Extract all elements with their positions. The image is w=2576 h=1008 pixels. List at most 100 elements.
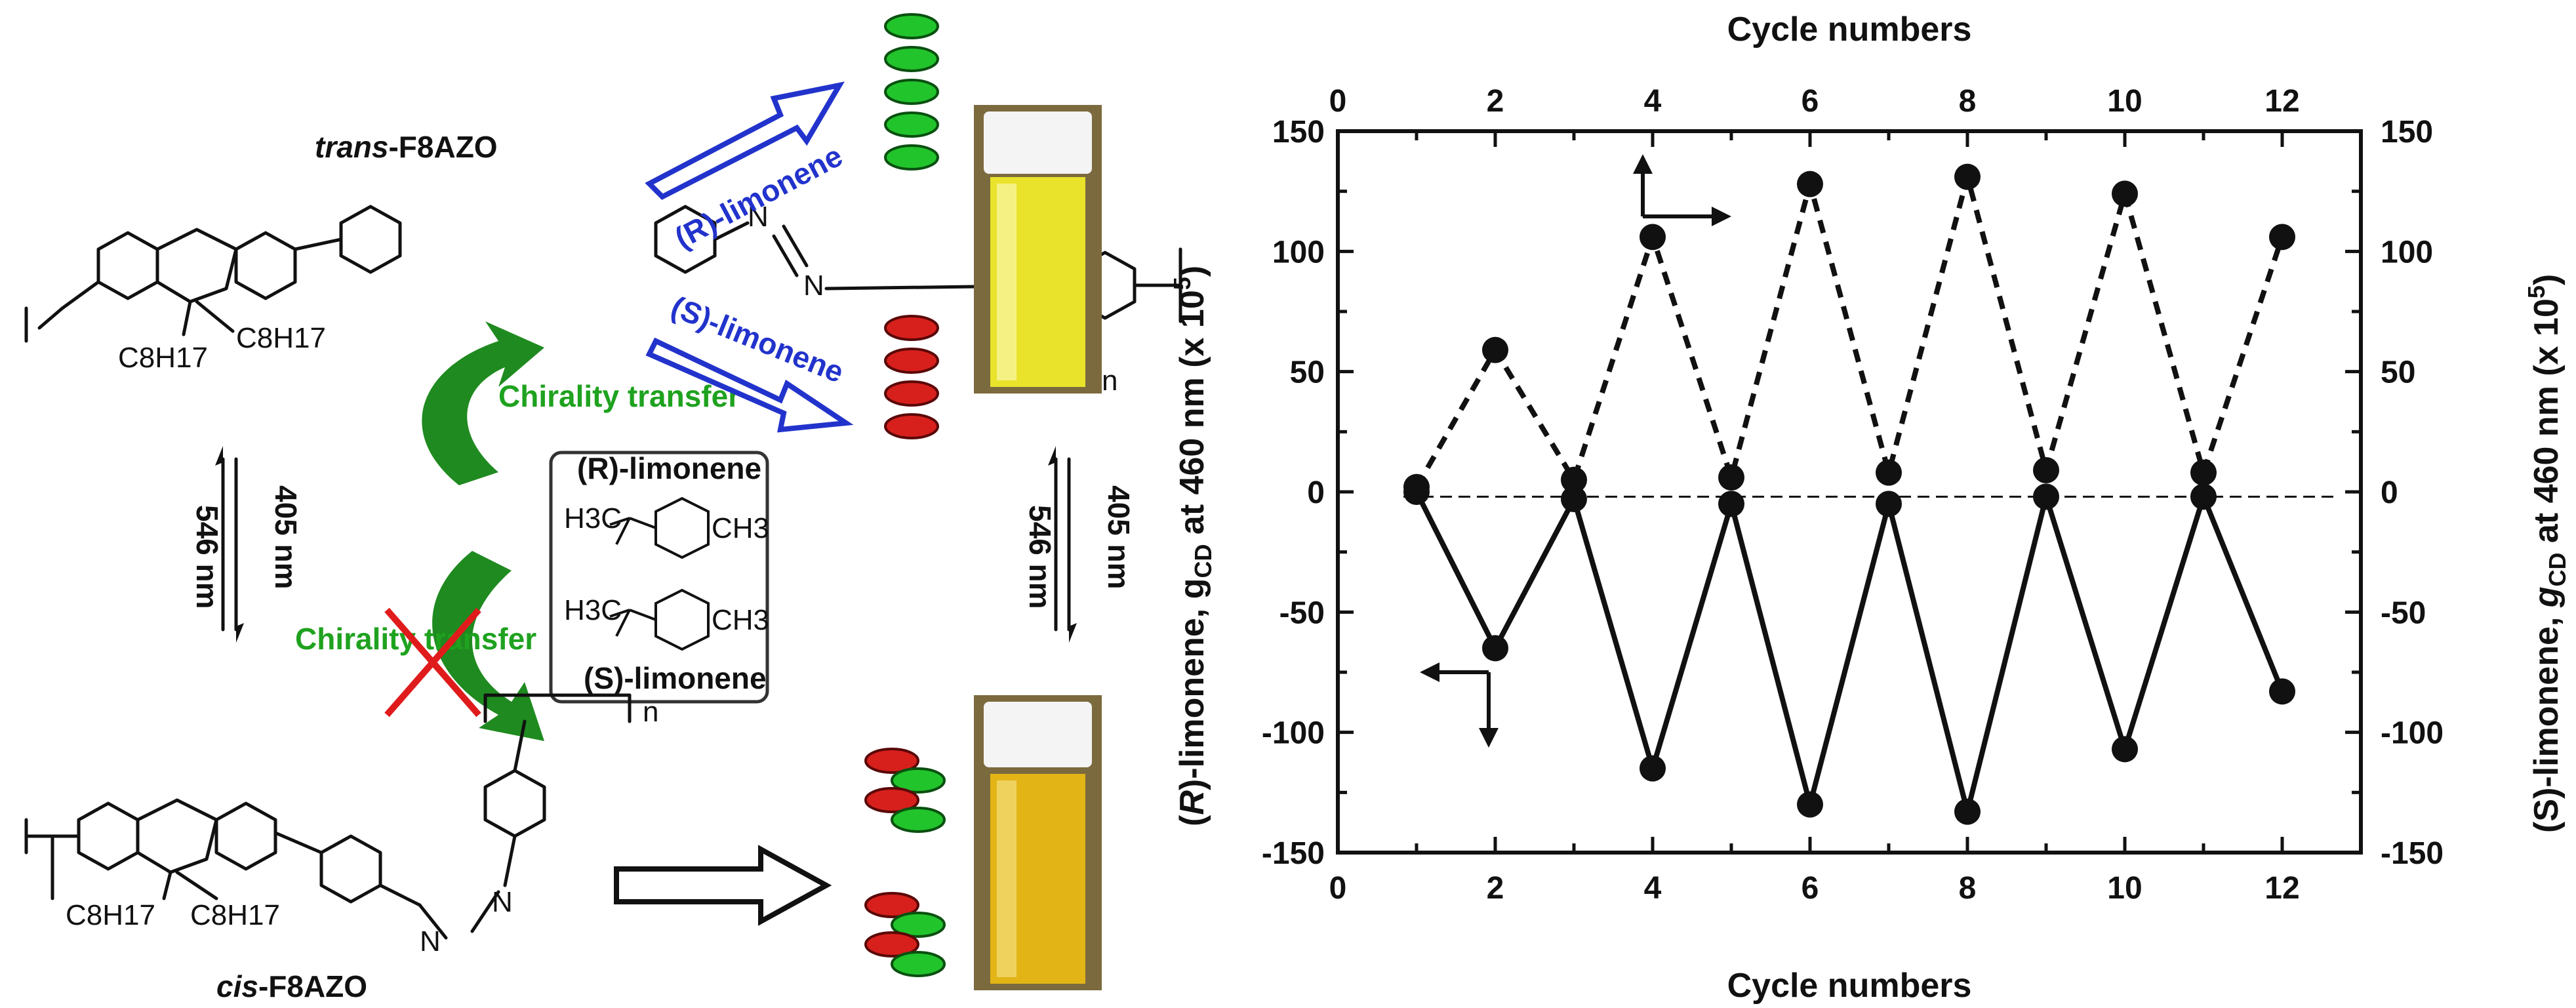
axis-ticks: 0 0 2 2 4 4 6 6 8 8 10 10 12 12 -150 -150 -100 -100 -50 -50…	[1262, 84, 2444, 906]
data-series	[1403, 163, 2335, 825]
vial-cis-icon	[974, 695, 1102, 990]
mixed-helix-icon-upper	[864, 748, 946, 833]
x-axis-title-top: Cycle numbers	[1727, 10, 1972, 49]
photo-equilibrium-right	[1048, 446, 1077, 643]
r-limonene-series-line	[1414, 491, 2285, 815]
left-axis-indicator-arrow	[1420, 662, 1499, 748]
r-limonene-point	[1482, 635, 1508, 662]
green-helix-icon	[884, 13, 939, 171]
y-tick-label-right: -150	[2381, 836, 2444, 871]
y-axis-title-left: (R)-limonene, gCD at 460 nm (x 105)	[1169, 266, 1217, 826]
blue-arrow-s-limonene	[645, 337, 854, 433]
s-limonene-point	[1482, 336, 1508, 363]
r-limonene-point	[2269, 678, 2295, 705]
y-tick-label-left: 100	[1272, 235, 1325, 270]
x-tick-label-top: 8	[1959, 84, 1977, 119]
light-546-label-right: 546 nm	[1023, 505, 1057, 609]
s-limonene-point	[1876, 459, 1902, 486]
x-axis-title-bottom: Cycle numbers	[1727, 967, 1972, 1005]
cis-n-subscript: n	[643, 696, 658, 728]
photo-equilibrium-left	[215, 446, 244, 643]
s-limonene-point	[1954, 163, 1981, 190]
box-h3c-1: H3C	[564, 502, 622, 534]
y-tick-label-left: -150	[1262, 836, 1325, 871]
chirality-transfer-arrow-up	[422, 321, 544, 485]
y-axis-title-right: (S)-limonene, gCD at 460 nm (x 105)	[2523, 274, 2571, 833]
s-limonene-point	[1561, 466, 1587, 493]
s-limonene-point	[1403, 474, 1430, 500]
x-tick-label-top: 0	[1329, 84, 1347, 119]
r-limonene-point	[1876, 491, 1902, 517]
x-tick-label-top: 10	[2107, 84, 2142, 119]
azo-n-label-2: N	[803, 270, 824, 302]
box-ch3-2: CH3	[712, 604, 769, 636]
s-limonene-point	[1640, 224, 1666, 251]
open-arrow-cis	[614, 845, 832, 926]
x-tick-label-bottom: 4	[1644, 871, 1662, 906]
y-tick-label-right: 50	[2381, 355, 2415, 390]
red-helix-icon	[884, 315, 939, 439]
x-tick-label-bottom: 12	[2264, 871, 2299, 906]
y-tick-label-left: -50	[1279, 595, 1325, 630]
x-tick-label-bottom: 8	[1959, 871, 1977, 906]
box-s-limonene-label: (S)-limonene	[584, 661, 767, 695]
limonene-box	[549, 451, 769, 704]
y-tick-label-left: 0	[1307, 475, 1325, 510]
box-ch3-1: CH3	[712, 512, 769, 544]
x-tick-label-top: 12	[2264, 84, 2299, 119]
mixed-helix-icon-lower	[864, 892, 946, 977]
light-405-label-right: 405 nm	[1102, 485, 1136, 590]
r-limonene-arrow-label: (R)-limonene	[669, 138, 848, 255]
r-limonene-point	[2190, 483, 2217, 510]
light-405-label-left: 405 nm	[269, 485, 303, 590]
y-tick-label-left: 50	[1290, 355, 1325, 390]
cis-azo-n-1: N	[420, 925, 441, 958]
s-limonene-point	[1718, 464, 1744, 491]
light-546-label-left: 546 nm	[190, 505, 224, 609]
x-tick-label-bottom: 6	[1801, 871, 1819, 906]
cis-alkyl-chain-1: C8H17	[66, 899, 155, 931]
x-tick-label-bottom: 10	[2107, 871, 2142, 906]
right-axis-indicator-arrow	[1633, 154, 1731, 226]
r-limonene-point	[1954, 798, 1981, 825]
s-limonene-series-line	[1414, 174, 2285, 489]
x-tick-label-top: 4	[1644, 84, 1662, 119]
r-limonene-point	[2112, 736, 2138, 763]
s-limonene-point	[2190, 459, 2217, 486]
x-tick-label-top: 6	[1801, 84, 1819, 119]
blocked-cross-icon	[384, 607, 481, 717]
trans-alkyl-chain-1: C8H17	[118, 342, 208, 374]
gcd-cycle-chart: 0 0 2 2 4 4 6 6 8 8 10 10 12 12 -150 -150 -100 -100 -50 -50…	[1169, 10, 2571, 1005]
trans-f8azo-label: trans-F8AZO	[315, 130, 498, 164]
blue-arrow-r-limonene	[645, 81, 845, 200]
cis-f8azo-structure	[24, 693, 632, 940]
box-h3c-2: H3C	[564, 594, 622, 626]
azo-n-label-1: N	[748, 201, 769, 233]
cis-alkyl-chain-2: C8H17	[190, 899, 280, 931]
y-tick-label-right: -100	[2381, 716, 2444, 751]
x-tick-label-bottom: 2	[1487, 871, 1504, 906]
y-tick-label-left: -100	[1262, 716, 1325, 751]
y-tick-label-right: 150	[2381, 115, 2433, 150]
cis-f8azo-label: cis-F8AZO	[216, 969, 367, 1003]
r-limonene-point	[1561, 486, 1587, 512]
r-limonene-point	[1640, 755, 1666, 782]
trans-alkyl-chain-2: C8H17	[236, 322, 326, 354]
x-tick-label-top: 2	[1487, 84, 1504, 119]
r-limonene-point	[1718, 491, 1744, 517]
r-limonene-point	[1797, 791, 1823, 818]
cis-azo-n-2: N	[492, 886, 513, 918]
y-tick-label-right: 0	[2381, 475, 2398, 510]
vial-trans-icon	[974, 105, 1102, 393]
y-tick-label-right: -50	[2381, 595, 2426, 630]
s-limonene-point	[1797, 171, 1823, 197]
s-limonene-point	[2269, 224, 2295, 251]
box-r-limonene-label: (R)-limonene	[577, 451, 761, 485]
y-tick-label-right: 100	[2381, 235, 2433, 270]
chirality-transfer-arrow-down	[432, 551, 544, 741]
trans-n-subscript: n	[1102, 365, 1117, 397]
x-tick-label-bottom: 0	[1329, 871, 1347, 906]
reaction-scheme: trans-F8AZO N N n C8H	[24, 13, 1182, 1003]
